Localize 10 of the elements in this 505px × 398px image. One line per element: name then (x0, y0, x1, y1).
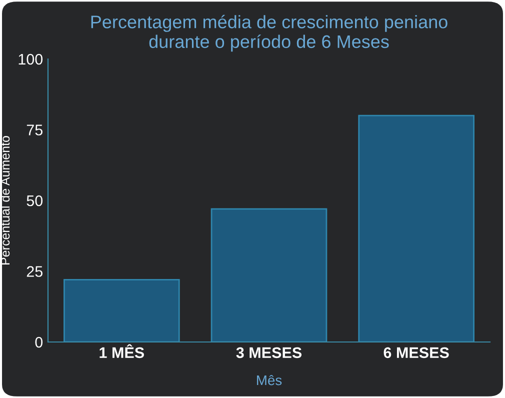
y-tick-label: 25 (26, 266, 42, 277)
y-tick-label: 0 (35, 336, 43, 348)
y-tick-label: 100 (18, 54, 43, 65)
y-tick-label: 75 (26, 124, 42, 136)
x-axis-title: Mês (257, 374, 282, 386)
chart-title: Percentagem média de crescimento peniano durante o período de 6 Meses (91, 14, 448, 52)
y-tick-label: 50 (26, 195, 43, 206)
x-tick-label: 3 MESES (236, 347, 302, 358)
x-tick-label: 1 MÊS (100, 344, 144, 358)
x-tick-label: 6 MESES (384, 347, 449, 358)
